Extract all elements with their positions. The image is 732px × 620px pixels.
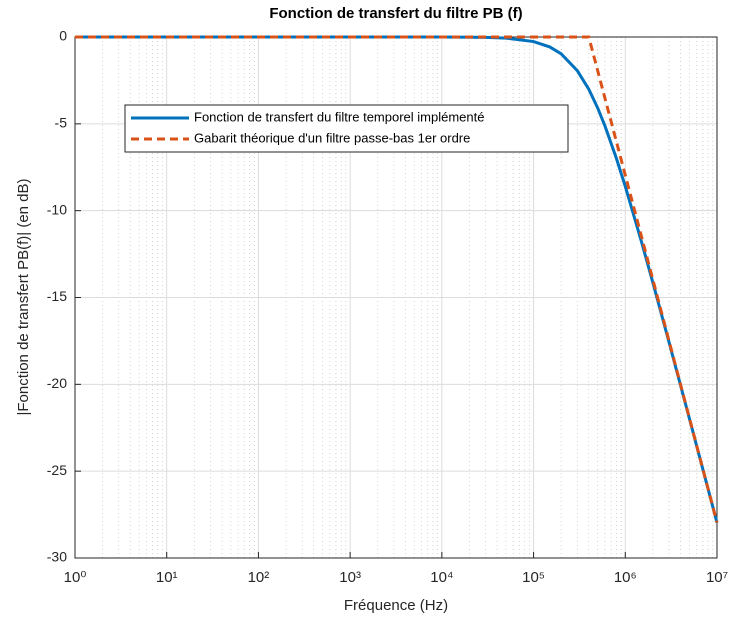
legend-box (124, 104, 569, 153)
x-tick-label: 10¹ (156, 569, 178, 586)
y-tick-label: -20 (47, 375, 67, 391)
line (75, 35, 719, 524)
y-tick-label: -15 (47, 288, 67, 304)
chart-title: Fonction de transfert du filtre PB (f) (269, 5, 522, 22)
legend-label: Gabarit théorique d'un filtre passe-bas … (194, 130, 470, 145)
y-axis-label: |Fonction de transfert PB(f)| (en dB) (15, 178, 32, 415)
x-tick-label: 10⁰ (64, 569, 87, 586)
x-tick-label: 10⁵ (522, 569, 545, 586)
y-tick-label: -5 (55, 115, 68, 131)
x-axis-label: Fréquence (Hz) (344, 597, 448, 614)
x-tick-label: 10³ (339, 569, 361, 586)
legend-label: Fonction de transfert du filtre temporel… (194, 109, 484, 124)
y-tick-label: -25 (47, 462, 67, 478)
x-tick-label: 10⁷ (706, 569, 728, 586)
y-tick-label: -30 (47, 549, 67, 565)
x-tick-label: 10⁴ (430, 569, 453, 586)
x-tick-label: 10⁶ (614, 569, 637, 586)
line (75, 35, 719, 523)
x-tick-label: 10² (248, 569, 270, 586)
y-tick-label: -10 (47, 201, 67, 217)
y-tick-label: 0 (59, 28, 67, 44)
